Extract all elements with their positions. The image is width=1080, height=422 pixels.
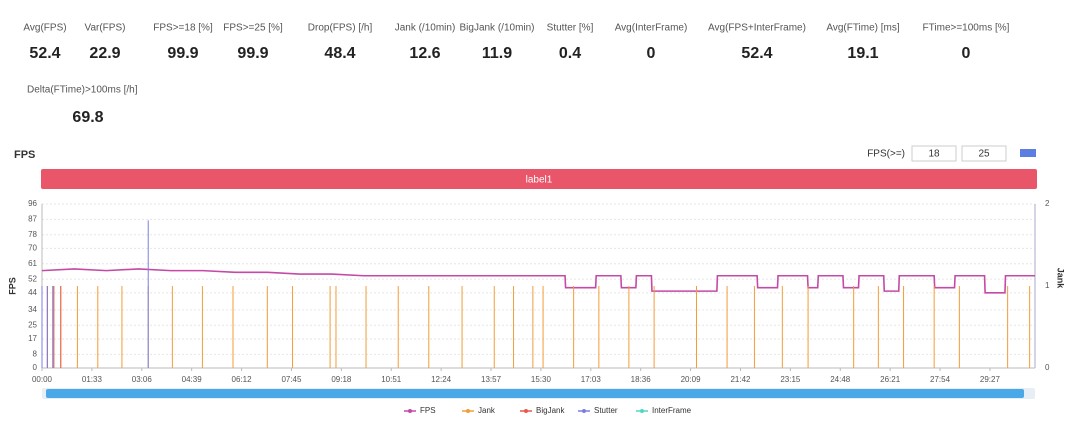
stat-value: 48.4 (324, 45, 355, 62)
stat-label: Avg(InterFrame) (615, 23, 688, 34)
stat-value: 52.4 (741, 45, 772, 62)
stat-value: 0 (647, 45, 656, 62)
stat-value: 0.4 (559, 45, 581, 62)
y-tick-label: 44 (28, 288, 37, 297)
x-tick-label: 23:15 (780, 375, 801, 384)
threshold-value: 18 (928, 149, 940, 160)
fps-line (41, 268, 1035, 294)
stat-label: Avg(FPS) (23, 23, 66, 34)
legend-dot (466, 409, 470, 413)
y-tick-label: 8 (33, 349, 38, 358)
x-tick-label: 21:42 (730, 375, 751, 384)
x-tick-label: 07:45 (281, 375, 302, 384)
threshold-input[interactable] (911, 145, 957, 162)
threshold-input[interactable] (961, 145, 1007, 162)
banner (41, 169, 1037, 189)
x-tick-label: 26:21 (880, 375, 901, 384)
legend-label[interactable]: Jank (478, 406, 496, 415)
stat-value: 12.6 (409, 45, 440, 62)
scrollbar-range[interactable] (46, 389, 1024, 398)
banner-label: label1 (526, 175, 553, 186)
y2-tick-label: 2 (1045, 199, 1050, 208)
y-tick-label: 25 (28, 320, 37, 329)
stat-label: Var(FPS) (85, 23, 126, 34)
x-tick-label: 18:36 (631, 375, 652, 384)
x-tick-label: 13:57 (481, 375, 502, 384)
x-tick-label: 04:39 (182, 375, 203, 384)
x-tick-label: 20:09 (681, 375, 702, 384)
legend-label[interactable]: BigJank (536, 406, 565, 415)
x-tick-label: 24:48 (830, 375, 851, 384)
y-tick-label: 61 (28, 259, 37, 268)
chart-title: FPS (14, 149, 35, 161)
y-tick-label: 52 (28, 274, 37, 283)
x-tick-label: 01:33 (82, 375, 103, 384)
stat-label: Avg(FPS+InterFrame) (708, 23, 806, 34)
y2-tick-label: 0 (1045, 363, 1050, 372)
stat-value: 11.9 (482, 45, 512, 62)
stat-label: Delta(FTime)>100ms [/h] (27, 85, 138, 96)
threshold-label: FPS(>=) (867, 149, 905, 160)
table-icon[interactable] (1020, 149, 1036, 157)
stat-label: FTime>=100ms [%] (923, 23, 1010, 34)
stat-value: 99.9 (167, 45, 198, 62)
legend-label[interactable]: FPS (420, 406, 436, 415)
x-tick-label: 10:51 (381, 375, 402, 384)
stat-value: 0 (962, 45, 971, 62)
y2-axis-label: Jank (1056, 268, 1066, 290)
stat-value: 19.1 (847, 45, 878, 62)
legend-label[interactable]: InterFrame (652, 406, 692, 415)
threshold-value: 25 (978, 149, 990, 160)
y-tick-label: 0 (33, 363, 38, 372)
y-tick-label: 70 (28, 244, 37, 253)
x-tick-label: 29:27 (980, 375, 1001, 384)
x-tick-label: 03:06 (132, 375, 153, 384)
stat-label: Jank (/10min) (395, 23, 456, 34)
legend-dot (640, 409, 644, 413)
stat-value: 99.9 (237, 45, 268, 62)
stat-value: 22.9 (89, 45, 120, 62)
stat-label: FPS>=18 [%] (153, 23, 213, 34)
x-tick-label: 15:30 (531, 375, 552, 384)
x-tick-label: 06:12 (232, 375, 253, 384)
y-tick-label: 96 (28, 199, 37, 208)
x-tick-label: 12:24 (431, 375, 452, 384)
stat-label: Avg(FTime) [ms] (826, 23, 900, 34)
x-tick-label: 27:54 (930, 375, 951, 384)
x-tick-label: 17:03 (581, 375, 602, 384)
stat-label: Stutter [%] (547, 23, 594, 34)
legend-dot (582, 409, 586, 413)
legend-dot (408, 409, 412, 413)
stat-label: FPS>=25 [%] (223, 23, 283, 34)
legend-dot (524, 409, 528, 413)
x-tick-label: 09:18 (331, 375, 352, 384)
legend-label[interactable]: Stutter (594, 406, 618, 415)
y-tick-label: 87 (28, 214, 37, 223)
y-axis-label: FPS (7, 277, 17, 295)
stat-value: 52.4 (29, 45, 60, 62)
stat-value: 69.8 (72, 109, 103, 126)
y-tick-label: 78 (28, 230, 37, 239)
y-tick-label: 17 (28, 334, 37, 343)
stat-label: Drop(FPS) [/h] (308, 23, 373, 34)
x-tick-label: 00:00 (32, 375, 53, 384)
y2-tick-label: 1 (1045, 281, 1050, 290)
stat-label: BigJank (/10min) (459, 23, 534, 34)
y-tick-label: 34 (28, 305, 37, 314)
